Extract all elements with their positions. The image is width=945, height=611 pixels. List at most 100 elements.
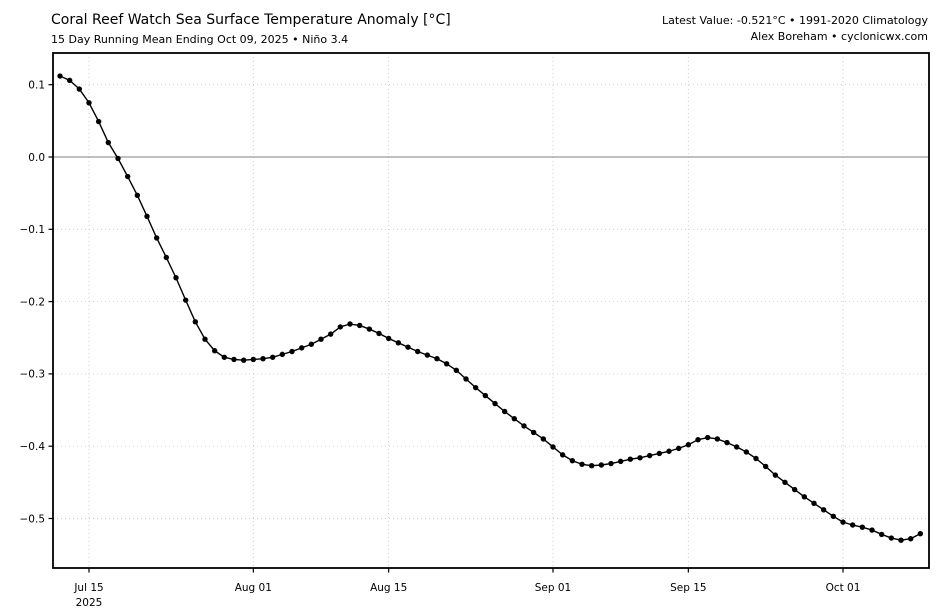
data-point [637,455,643,461]
data-point [762,463,769,470]
data-point [685,442,692,448]
x-tick-label: Sep 01 [535,582,572,594]
data-point [869,527,875,533]
header-right-block: Latest Value: -0.521°C • 1991-2020 Clima… [662,13,928,45]
data-point [695,436,701,443]
data-point [240,357,247,363]
data-point [76,86,83,92]
data-point [666,448,672,454]
data-point [289,348,295,355]
data-point [192,319,199,325]
y-tick-label: −0.4 [20,441,46,453]
data-point [849,522,856,528]
data-point [540,436,547,442]
data-point [859,524,866,530]
data-point [878,531,885,538]
data-point [811,500,817,507]
latest-value-text: Latest Value: -0.521°C • 1991-2020 Clima… [661,14,928,27]
data-point [163,254,170,261]
data-point [704,434,711,441]
data-point [231,356,237,363]
x-tick-sublabel: 2025 [76,597,103,609]
data-point [724,439,730,446]
y-tick-label: 0.1 [28,80,45,92]
data-point [308,341,315,347]
data-point [550,444,556,450]
data-point [656,450,663,457]
data-point [260,356,266,362]
data-point [569,457,576,464]
data-point [743,449,750,455]
plot-border [52,52,930,569]
data-point [414,348,421,355]
data-point [772,472,779,478]
data-point [501,408,508,415]
data-point [559,452,566,458]
data-point [347,321,353,327]
data-point [434,356,440,362]
x-tick-label: Aug 15 [370,582,407,594]
data-point [211,348,218,354]
data-point [530,429,537,436]
data-point [356,322,363,329]
data-point [733,444,740,450]
data-point [917,530,924,537]
data-point [588,463,595,469]
data-point [617,458,624,465]
data-point [250,356,257,363]
data-line [59,75,921,541]
data-point [753,455,759,462]
data-point [791,486,798,493]
data-point [395,340,402,346]
data-point [385,335,392,342]
data-point [95,118,102,125]
data-point [714,436,721,442]
data-point [153,235,160,241]
data-point [424,352,431,358]
data-point [115,155,121,162]
data-point [579,461,585,467]
data-point [124,173,131,180]
data-point [888,535,895,541]
data-point [898,537,904,543]
data-point [134,192,141,199]
data-point [608,460,614,467]
data-point [105,139,112,146]
data-point [144,213,150,219]
data-point [598,462,605,468]
data-point [907,536,914,542]
data-point [646,452,653,459]
data-point [463,376,469,382]
y-tick-label: −0.1 [20,224,46,236]
data-point [521,423,527,429]
data-point [318,336,324,342]
data-point [443,361,450,367]
data-point [675,445,682,452]
data-point [492,400,498,407]
data-point [405,344,411,350]
credit-text: Alex Boreham • cyclonicwx.com [750,30,928,43]
data-point [820,507,827,513]
data-point [86,100,92,106]
y-tick-label: −0.5 [20,513,46,525]
data-point [221,354,228,360]
data-point [627,456,634,462]
chart-subtitle: 15 Day Running Mean Ending Oct 09, 2025 … [51,33,349,46]
x-tick-label: Oct 01 [826,582,861,594]
data-point [472,384,479,391]
y-tick-label: 0.0 [28,152,45,164]
x-tick-label: Sep 15 [670,582,707,594]
data-point [337,324,344,330]
data-point [453,367,460,373]
data-point [57,73,63,79]
data-point [511,416,518,422]
y-tick-label: −0.3 [20,369,46,381]
data-point [182,297,189,303]
x-tick-label: Jul 15 [73,582,103,594]
data-point [801,494,808,500]
data-point [830,513,837,520]
data-point [66,77,73,84]
data-point [269,354,276,360]
